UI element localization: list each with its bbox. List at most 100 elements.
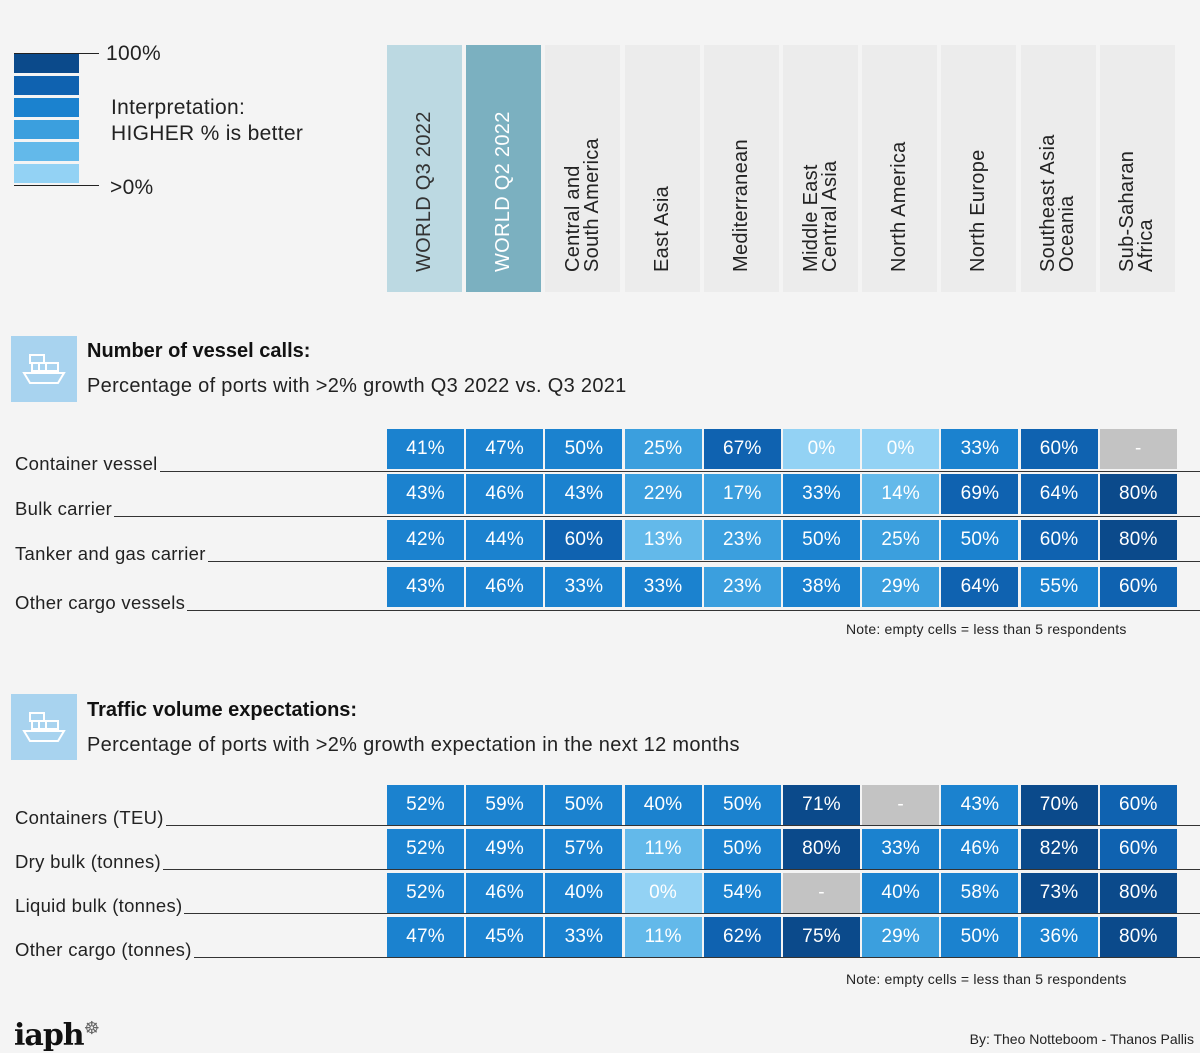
row-label: Liquid bulk (tonnes) [15, 895, 183, 916]
heatmap-cell: 29% [862, 917, 940, 957]
heatmap-cell: 23% [703, 567, 781, 607]
column-header: Sub-Saharan Africa [1099, 45, 1175, 292]
heatmap-cell: 64% [1020, 474, 1098, 514]
section-title: Number of vessel calls: [87, 340, 311, 362]
heatmap-cell: 0% [862, 429, 940, 469]
heatmap-cell: 42% [387, 520, 464, 560]
ship-icon [11, 336, 77, 402]
heatmap-cell: 33% [783, 474, 860, 514]
heatmap-cell: - [862, 785, 940, 825]
heatmap-cell: 0% [783, 429, 860, 469]
heatmap-cell: 46% [466, 873, 544, 913]
heatmap-cell: 50% [941, 520, 1019, 560]
heatmap-cell: 50% [545, 429, 623, 469]
author-credit: By: Theo Notteboom - Thanos Pallis [969, 1031, 1194, 1047]
heatmap-cell: 80% [1099, 917, 1177, 957]
legend-swatch [14, 164, 79, 183]
column-header-label: WORLD Q3 2022 [413, 111, 435, 272]
heatmap-cell: 60% [1020, 520, 1098, 560]
heatmap-cell: 52% [387, 785, 464, 825]
heatmap-cell: 33% [624, 567, 702, 607]
column-header-label: Sub-Saharan Africa [1116, 150, 1158, 272]
heatmap-cell: 50% [703, 785, 781, 825]
heatmap-cell: 60% [1099, 785, 1177, 825]
heatmap-cell: 11% [624, 829, 702, 869]
empty-cells-note: Note: empty cells = less than 5 responde… [846, 621, 1127, 637]
column-header: East Asia [624, 45, 700, 292]
legend-swatch [14, 98, 79, 117]
heatmap-cell: 33% [941, 429, 1019, 469]
logo-text: iaph [14, 1018, 85, 1053]
legend-swatch [14, 54, 79, 73]
heatmap-cell: 25% [862, 520, 940, 560]
heatmap-cell: 82% [1020, 829, 1098, 869]
row-leader-line [184, 913, 1200, 914]
heatmap-cell: 54% [703, 873, 781, 913]
column-header: WORLD Q2 2022 [466, 45, 542, 292]
heatmap-cell: 60% [1020, 429, 1098, 469]
iaph-logo: iaph☸ [14, 1018, 100, 1053]
heatmap-cell: 50% [783, 520, 860, 560]
column-header-label: Mediterranean [729, 139, 752, 272]
heatmap-cell: 47% [466, 429, 544, 469]
heatmap-cell: 49% [466, 829, 544, 869]
ship-icon [11, 694, 77, 760]
heatmap-cell: 13% [624, 520, 702, 560]
row-label: Containers (TEU) [15, 807, 164, 828]
row-label: Other cargo vessels [15, 592, 186, 613]
row-label: Container vessel [15, 453, 158, 474]
row-leader-line [162, 869, 1200, 870]
heatmap-cell: 50% [941, 917, 1019, 957]
row-leader-line [187, 610, 1200, 611]
heatmap-cell: 52% [387, 873, 464, 913]
column-header: North Europe [941, 45, 1017, 292]
heatmap-cell: 11% [624, 917, 702, 957]
heatmap-cell: 71% [783, 785, 860, 825]
row-leader-line [114, 516, 1200, 517]
heatmap-cell: 46% [466, 567, 544, 607]
legend-interpretation-detail: HIGHER % is better [111, 122, 304, 145]
heatmap-cell: 33% [545, 917, 623, 957]
heatmap-cell: 17% [703, 474, 781, 514]
heatmap-cell: 70% [1020, 785, 1098, 825]
column-header: Central and South America [545, 45, 621, 292]
section-subtitle: Percentage of ports with >2% growth Q3 2… [87, 375, 627, 397]
heatmap-cell: 60% [545, 520, 623, 560]
row-leader-line [159, 471, 1200, 472]
heatmap-cell: 58% [941, 873, 1019, 913]
heatmap-cell: 22% [624, 474, 702, 514]
row-leader-line [165, 825, 1200, 826]
column-header-label: WORLD Q2 2022 [492, 111, 515, 272]
column-header-label: Southeast Asia Oceania [1037, 134, 1079, 272]
heatmap-cell: 41% [387, 429, 464, 469]
heatmap-cell: 43% [387, 474, 464, 514]
column-header: Southeast Asia Oceania [1020, 45, 1096, 292]
row-label: Dry bulk (tonnes) [15, 851, 161, 872]
heatmap-cell: 38% [783, 567, 860, 607]
heatmap-cell: 60% [1099, 829, 1177, 869]
heatmap-cell: 75% [783, 917, 860, 957]
heatmap-cell: 50% [703, 829, 781, 869]
heatmap-cell: 44% [466, 520, 544, 560]
heatmap-cell: 55% [1020, 567, 1098, 607]
heatmap-cell: 33% [862, 829, 940, 869]
heatmap-cell: 57% [545, 829, 623, 869]
column-header-label: North Europe [967, 149, 990, 272]
column-header-label: Central and South America [561, 138, 603, 272]
heatmap-cell: 40% [545, 873, 623, 913]
section-title: Traffic volume expectations: [87, 699, 358, 721]
legend-swatch [14, 76, 79, 95]
legend-max-label: 100% [106, 42, 161, 65]
section-subtitle: Percentage of ports with >2% growth expe… [87, 734, 740, 756]
legend-max-line [14, 53, 99, 54]
column-header: WORLD Q3 2022 [387, 45, 462, 292]
heatmap-cell: 43% [941, 785, 1019, 825]
heatmap-cell: 52% [387, 829, 464, 869]
row-label: Bulk carrier [15, 498, 113, 519]
row-leader-line [207, 561, 1200, 562]
column-header: Middle East Central Asia [783, 45, 858, 292]
heatmap-cell: 69% [941, 474, 1019, 514]
heatmap-cell: 46% [466, 474, 544, 514]
heatmap-cell: - [1099, 429, 1177, 469]
heatmap-cell: 46% [941, 829, 1019, 869]
